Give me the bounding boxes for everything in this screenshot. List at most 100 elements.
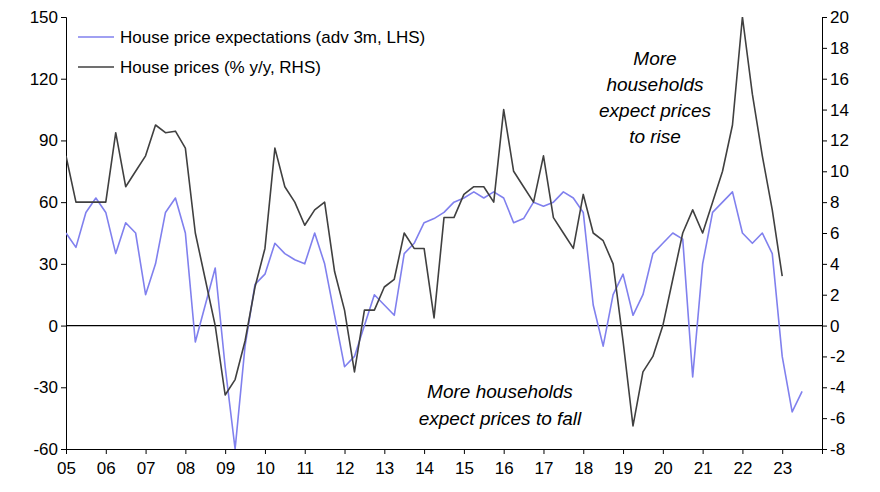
tick: 19: [614, 449, 633, 478]
tick-label: 06: [97, 459, 116, 478]
tick-mark: [464, 449, 465, 454]
tick-label: 150: [30, 8, 58, 27]
tick: 15: [455, 449, 474, 478]
tick-label: 11: [296, 459, 314, 478]
tick-label: 20: [830, 8, 849, 27]
tick-label: 07: [137, 459, 156, 478]
tick: 16: [822, 70, 849, 89]
series-line: [66, 17, 782, 426]
y-axis: -60-300306090120150: [30, 8, 67, 459]
tick-label: 120: [30, 70, 58, 89]
tick-mark: [822, 233, 827, 234]
tick-label: 22: [733, 459, 752, 478]
tick-mark: [822, 326, 827, 327]
tick-mark: [61, 17, 66, 18]
tick-label: 19: [614, 459, 633, 478]
tick-mark: [61, 387, 66, 388]
tick-label: 16: [830, 70, 849, 89]
tick-mark: [822, 264, 827, 265]
tick-label: 13: [375, 459, 394, 478]
tick: 10: [256, 449, 275, 478]
tick: 11: [296, 449, 314, 478]
tick-label: 10: [830, 162, 849, 181]
tick-label: 4: [830, 255, 839, 274]
annotation-text: expect prices to fall: [419, 408, 582, 429]
legend-label: House prices (% y/y, RHS): [120, 58, 321, 77]
tick: 21: [694, 449, 713, 478]
legend-swatch: [78, 66, 114, 68]
tick-label: 30: [39, 255, 58, 274]
annotation: More households expect prices to fall: [419, 381, 582, 429]
tick-mark: [61, 202, 66, 203]
tick-mark: [424, 449, 425, 454]
tick-label: 18: [830, 39, 849, 58]
tick: -8: [822, 440, 845, 459]
tick-mark: [782, 449, 783, 454]
tick: 20: [822, 8, 849, 27]
tick-label: 0: [49, 317, 58, 336]
tick-mark: [61, 140, 66, 141]
tick: 12: [336, 449, 355, 478]
tick: 12: [822, 131, 849, 150]
tick-mark: [703, 449, 704, 454]
tick-mark: [61, 326, 66, 327]
tick-mark: [265, 449, 266, 454]
tick-mark: [822, 418, 827, 419]
tick-label: 21: [694, 459, 713, 478]
tick-mark: [543, 449, 544, 454]
tick: -6: [822, 409, 845, 428]
annotation-text: More households: [427, 381, 573, 402]
tick-label: -2: [830, 347, 845, 366]
tick-label: 10: [256, 459, 275, 478]
tick: 13: [375, 449, 394, 478]
legend-swatch: [78, 36, 114, 38]
tick-mark: [61, 79, 66, 80]
tick: -2: [822, 347, 845, 366]
tick-label: -4: [830, 378, 845, 397]
tick-label: 14: [415, 459, 434, 478]
series-line: [66, 192, 802, 449]
tick-label: 15: [455, 459, 474, 478]
tick: 22: [733, 449, 752, 478]
tick: 0: [49, 317, 66, 336]
tick-mark: [822, 356, 827, 357]
tick-label: 0: [830, 317, 839, 336]
tick: 08: [176, 449, 195, 478]
tick-label: 09: [216, 459, 235, 478]
tick: 14: [822, 101, 849, 120]
tick-mark: [822, 449, 827, 450]
tick-mark: [822, 295, 827, 296]
tick-label: 14: [830, 101, 849, 120]
axis-line: [67, 450, 823, 455]
tick: -60: [33, 440, 66, 459]
tick-label: 17: [535, 459, 554, 478]
tick-label: 90: [39, 131, 58, 150]
tick-mark: [225, 449, 226, 454]
tick-mark: [345, 449, 346, 454]
tick: 4: [822, 255, 839, 274]
tick: 18: [822, 39, 849, 58]
tick: 8: [822, 193, 839, 212]
tick-mark: [822, 387, 827, 388]
chart: 05060708091011121314151617181920212223-6…: [0, 0, 880, 492]
zero-line: [66, 325, 822, 326]
tick-mark: [822, 17, 827, 18]
tick-label: 2: [830, 286, 839, 305]
annotation-text: expect prices: [599, 100, 711, 121]
tick: 2: [822, 286, 839, 305]
tick-mark: [61, 264, 66, 265]
tick: 6: [822, 224, 839, 243]
tick-label: 16: [495, 459, 514, 478]
tick-mark: [822, 48, 827, 49]
tick-mark: [504, 449, 505, 454]
tick: 10: [822, 162, 849, 181]
axis-line: [61, 18, 67, 450]
tick-label: 8: [830, 193, 839, 212]
tick-label: 23: [773, 459, 792, 478]
tick-mark: [305, 449, 306, 454]
tick-label: 60: [39, 193, 58, 212]
tick-mark: [822, 79, 827, 80]
tick: 23: [773, 449, 792, 478]
tick-mark: [185, 449, 186, 454]
tick: 120: [30, 70, 66, 89]
